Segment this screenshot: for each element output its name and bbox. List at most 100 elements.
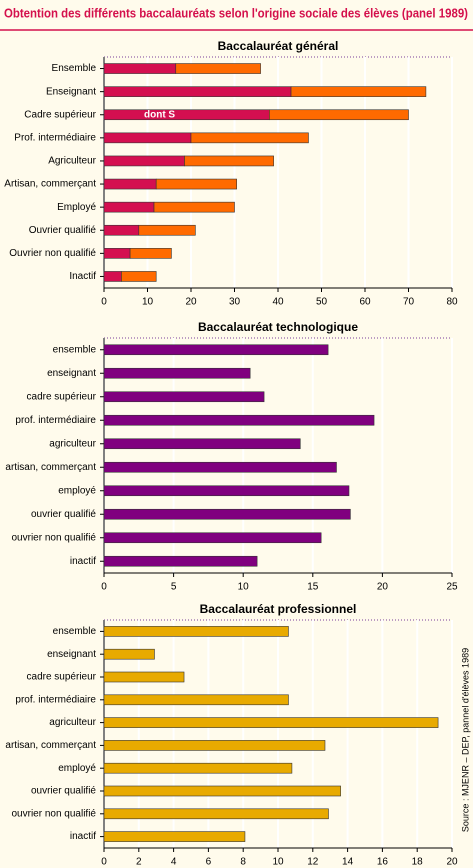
bar xyxy=(103,762,293,774)
bar xyxy=(290,86,427,97)
bar xyxy=(103,414,375,426)
y-tick-label: enseignant xyxy=(47,649,96,660)
y-tick-label: ouvrier qualifié xyxy=(31,786,96,797)
y-tick-label: prof. intermédiaire xyxy=(15,694,96,705)
y-tick-label: Inactif xyxy=(69,271,96,282)
y-tick-label: Ouvrier non qualifié xyxy=(9,248,96,259)
x-tick-label: 40 xyxy=(272,297,284,308)
bar xyxy=(103,532,322,544)
x-tick-label: 8 xyxy=(240,857,246,868)
x-tick-label: 12 xyxy=(307,857,319,868)
y-tick-label: employé xyxy=(58,763,96,774)
bar xyxy=(103,86,292,97)
bar xyxy=(184,155,274,167)
bar xyxy=(121,271,157,282)
x-tick-label: 5 xyxy=(171,582,177,593)
y-tick-label: ouvrier qualifié xyxy=(31,509,96,520)
bar xyxy=(103,508,351,520)
y-tick-label: Artisan, commerçant xyxy=(4,179,96,190)
x-tick-label: 20 xyxy=(185,297,197,308)
bar xyxy=(103,391,265,403)
page-title: Obtention des différents baccalauréats s… xyxy=(4,5,468,20)
y-tick-label: Cadre supérieur xyxy=(24,109,96,120)
x-tick-label: 10 xyxy=(142,297,154,308)
x-tick-label: 16 xyxy=(377,857,389,868)
x-tick-label: 10 xyxy=(238,582,250,593)
y-tick-label: Ensemble xyxy=(52,63,97,74)
y-tick-label: inactif xyxy=(70,831,96,842)
bar xyxy=(103,63,177,74)
bar xyxy=(103,178,157,190)
y-tick-label: cadre supérieur xyxy=(27,391,97,402)
bar xyxy=(175,63,261,74)
bar xyxy=(103,626,289,637)
x-tick-label: 60 xyxy=(359,297,371,308)
bar xyxy=(103,485,350,497)
bar xyxy=(103,694,289,706)
bar xyxy=(103,271,122,282)
bar xyxy=(103,367,251,379)
source-note: Source : MJENR – DEP, pannel d'élèves 19… xyxy=(460,648,470,832)
x-tick-label: 30 xyxy=(229,297,241,308)
x-tick-label: 18 xyxy=(412,857,424,868)
x-tick-label: 15 xyxy=(307,582,319,593)
bar xyxy=(190,132,309,144)
series-label: dont S xyxy=(144,109,175,120)
y-tick-label: inactif xyxy=(70,556,96,567)
y-tick-label: enseignant xyxy=(47,368,96,379)
y-tick-label: prof. intermédiaire xyxy=(15,415,96,426)
x-tick-label: 25 xyxy=(446,582,458,593)
y-tick-label: ensemble xyxy=(53,344,97,355)
chart-title: Baccalauréat professionnel xyxy=(200,602,357,616)
x-tick-label: 6 xyxy=(206,857,212,868)
bar xyxy=(268,109,409,121)
x-tick-label: 50 xyxy=(316,297,328,308)
bar xyxy=(103,438,301,450)
x-tick-label: 0 xyxy=(101,857,107,868)
y-tick-label: Ouvrier qualifié xyxy=(29,225,97,236)
bar xyxy=(103,224,140,236)
y-tick-label: ouvrier non qualifié xyxy=(12,532,97,543)
bar xyxy=(103,717,439,728)
x-tick-label: 20 xyxy=(446,857,458,868)
y-tick-label: artisan, commerçant xyxy=(5,462,96,473)
chart-title: Baccalauréat général xyxy=(218,39,339,53)
y-tick-label: cadre supérieur xyxy=(27,672,97,683)
bar xyxy=(103,648,155,660)
chart-title: Baccalauréat technologique xyxy=(198,320,358,334)
y-tick-label: agriculteur xyxy=(49,438,96,449)
y-tick-label: ensemble xyxy=(53,626,97,637)
bar xyxy=(103,155,185,167)
x-tick-label: 2 xyxy=(136,857,142,868)
bar xyxy=(103,831,246,842)
y-tick-label: Prof. intermédiaire xyxy=(14,132,96,143)
x-tick-label: 0 xyxy=(101,297,107,308)
bar xyxy=(138,224,196,236)
bar xyxy=(103,461,337,473)
y-tick-label: ouvrier non qualifié xyxy=(12,808,97,819)
bar xyxy=(103,201,155,213)
x-tick-label: 14 xyxy=(342,857,354,868)
y-tick-label: artisan, commerçant xyxy=(5,740,96,751)
bar xyxy=(103,344,329,356)
bar xyxy=(153,201,235,213)
y-tick-label: Employé xyxy=(57,202,96,213)
bar xyxy=(103,555,258,567)
bar xyxy=(103,109,270,121)
y-tick-label: employé xyxy=(58,485,96,496)
y-tick-label: Agriculteur xyxy=(48,156,96,167)
x-tick-label: 20 xyxy=(377,582,389,593)
bar xyxy=(103,785,341,797)
bar xyxy=(103,132,192,144)
bar xyxy=(103,808,329,820)
x-tick-label: 70 xyxy=(403,297,415,308)
bar xyxy=(129,248,172,259)
y-tick-label: agriculteur xyxy=(49,717,96,728)
x-tick-label: 4 xyxy=(171,857,177,868)
bar xyxy=(103,248,131,259)
bar xyxy=(103,671,185,683)
x-tick-label: 10 xyxy=(272,857,284,868)
